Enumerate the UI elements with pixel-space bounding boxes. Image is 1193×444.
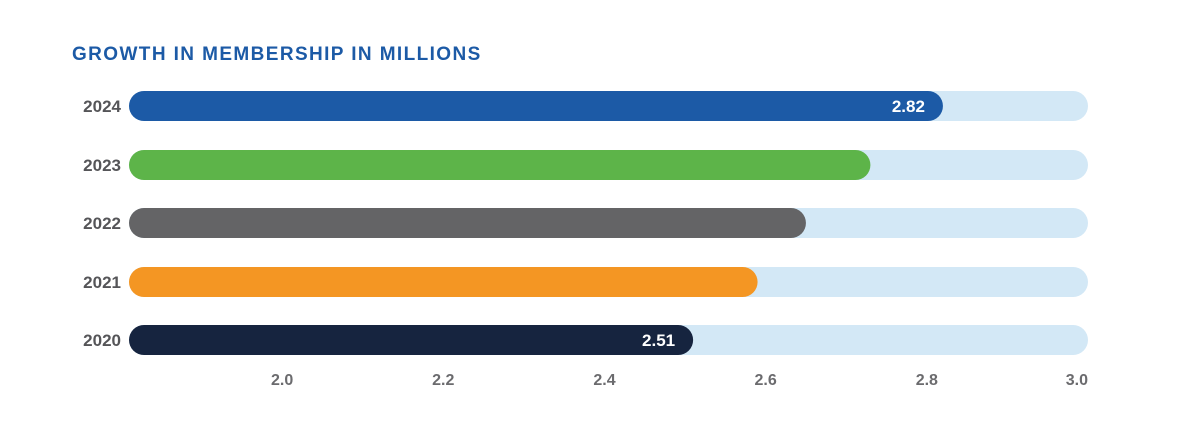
x-tick-label-2.6: 2.6	[755, 372, 777, 389]
data-label-2020: 2.51	[642, 331, 675, 350]
category-label-2020: 2020	[83, 331, 121, 350]
bar-2020	[129, 325, 694, 355]
data-label-2024: 2.82	[892, 97, 925, 116]
category-label-2023: 2023	[83, 156, 121, 175]
chart-title: GROWTH IN MEMBERSHIP IN MILLIONS	[72, 44, 482, 65]
x-tick-label-2.8: 2.8	[916, 372, 938, 389]
bar-2021	[129, 267, 758, 297]
x-tick-label-2.0: 2.0	[271, 372, 293, 389]
category-label-2022: 2022	[83, 214, 121, 233]
bar-2022	[129, 208, 806, 238]
category-label-2021: 2021	[83, 273, 121, 292]
bar-2023	[129, 150, 871, 180]
category-label-2024: 2024	[83, 97, 121, 116]
bar-2024	[129, 91, 943, 121]
x-tick-label-2.2: 2.2	[432, 372, 454, 389]
x-tick-label-3.0: 3.0	[1066, 372, 1088, 389]
x-tick-label-2.4: 2.4	[593, 372, 615, 389]
